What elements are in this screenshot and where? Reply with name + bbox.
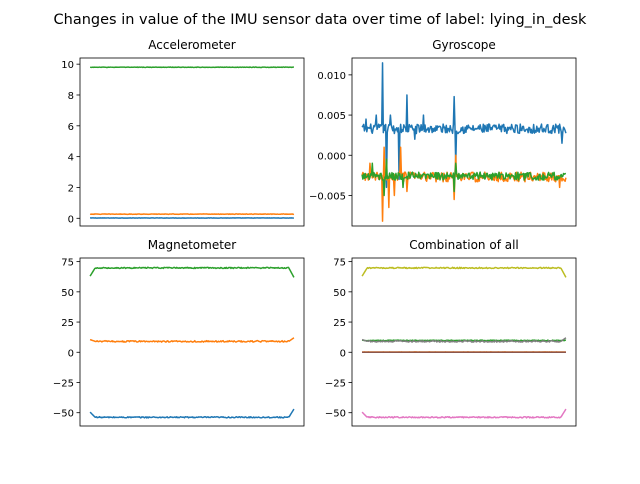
combination-ytick-label: 75	[333, 258, 346, 269]
combination-title: Combination of all	[409, 238, 519, 252]
accelerometer-ytick-label: 0	[68, 214, 74, 225]
combination-ytick-label: −50	[325, 409, 346, 420]
magnetometer-ytick-label: 25	[61, 318, 74, 329]
accelerometer-ytick-label: 8	[68, 91, 74, 102]
accelerometer-ytick-label: 4	[68, 153, 74, 164]
magnetometer-ytick-label: 50	[61, 288, 74, 299]
combination-panel: −50 −25 0 25 50 75 Combination of all	[325, 238, 576, 426]
accelerometer-axes-frame	[80, 58, 304, 226]
magnetometer-title: Magnetometer	[148, 238, 237, 252]
combination-series-olive	[362, 267, 566, 277]
gyroscope-ytick-label: 0.010	[317, 71, 346, 82]
gyroscope-title: Gyroscope	[432, 38, 496, 52]
accelerometer-ytick-label: 10	[61, 60, 74, 71]
magnetometer-series-group	[90, 267, 294, 418]
combination-ytick-label: 0	[340, 348, 346, 359]
magnetometer-ytick-label: −25	[53, 378, 74, 389]
gyroscope-ytick-label: −0.005	[309, 191, 346, 202]
combination-ytick-label: 25	[333, 318, 346, 329]
gyroscope-series-orange	[362, 147, 566, 221]
gyroscope-series-blue	[362, 63, 566, 188]
accelerometer-title: Accelerometer	[148, 38, 235, 52]
magnetometer-series-green	[90, 267, 294, 277]
combination-ytick-label: 50	[333, 288, 346, 299]
magnetometer-series-blue	[90, 409, 294, 418]
magnetometer-ytick-label: −50	[53, 409, 74, 420]
gyroscope-ytick-label: 0.000	[317, 151, 346, 162]
magnetometer-ytick-label: 0	[68, 348, 74, 359]
gyroscope-ytick-label: 0.005	[317, 111, 346, 122]
accelerometer-ytick-label: 2	[68, 183, 74, 194]
gyroscope-series-group	[362, 63, 566, 221]
accelerometer-panel: 0 2 4 6 8 10 Accelerometer	[61, 38, 304, 226]
figure-title: Changes in value of the IMU sensor data …	[54, 12, 588, 28]
magnetometer-ytick-label: 75	[61, 258, 74, 269]
combination-ytick-label: −25	[325, 378, 346, 389]
combination-series-pink	[362, 409, 566, 418]
accelerometer-series-group	[90, 67, 294, 218]
magnetometer-panel: −50 −25 0 25 50 75 Magnetometer	[53, 238, 304, 426]
combination-series-group	[362, 267, 566, 418]
accelerometer-ytick-label: 6	[68, 122, 74, 133]
magnetometer-series-orange	[90, 338, 294, 342]
gyroscope-panel: −0.005 0.000 0.005 0.010 Gyroscope	[309, 38, 576, 226]
